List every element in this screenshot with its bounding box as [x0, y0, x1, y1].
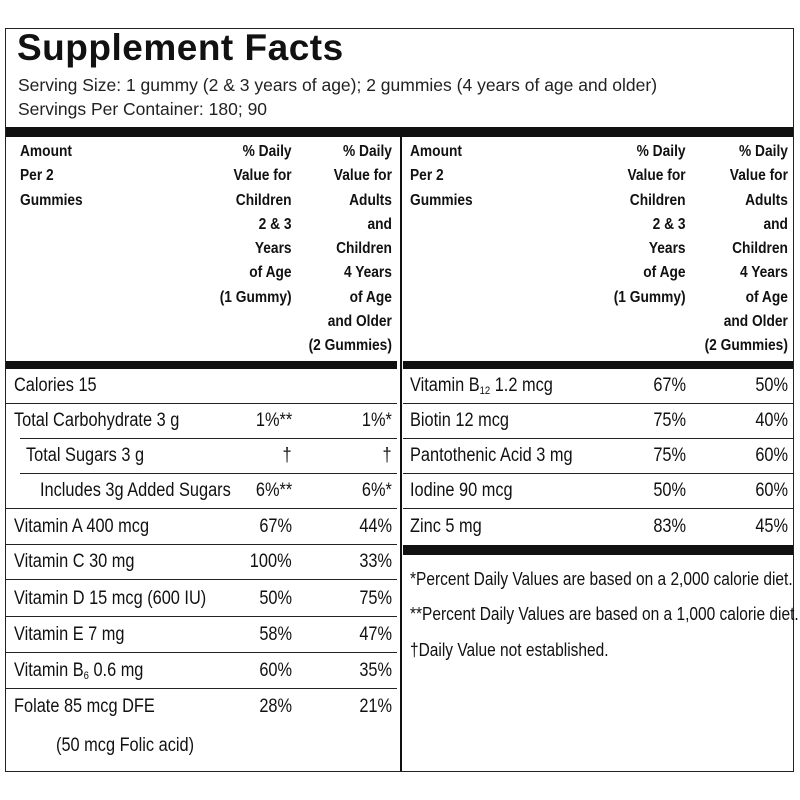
row-separator [403, 403, 793, 404]
panel-title: Supplement Facts [17, 27, 344, 68]
footnote-dagger: †Daily Value not established. [410, 640, 609, 660]
children-dv-value: 67% [653, 375, 686, 396]
header-divider-bar [6, 127, 793, 137]
footnote-child-dv: **Percent Daily Values are based on a 1,… [410, 604, 799, 624]
nutrient-name: Vitamin E 7 mg [14, 624, 125, 645]
right-table-bottom-bar [403, 545, 793, 555]
children-dv-value: 67% [259, 516, 292, 537]
children-dv-value: 83% [653, 516, 686, 537]
footnote-adult-dv: *Percent Daily Values are based on a 2,0… [410, 569, 793, 589]
children-dv-value: 1%** [255, 410, 292, 431]
right-adults-header: % Daily Value for Adults and Children 4 … [704, 143, 788, 355]
row-separator [6, 616, 397, 617]
children-dv-value: 50% [653, 480, 686, 501]
children-dv-value: 58% [259, 624, 292, 645]
nutrient-name-subscript: 12 [479, 385, 491, 397]
children-dv-value: 75% [653, 410, 686, 431]
row-separator [6, 508, 397, 509]
row-separator [403, 438, 793, 439]
adults-dv-value: 50% [755, 375, 788, 396]
adults-dv-value: † [382, 445, 392, 466]
nutrient-name: Biotin 12 mcg [410, 410, 510, 431]
row-separator [20, 473, 397, 474]
nutrient-name: Total Sugars 3 g [26, 445, 145, 466]
nutrient-name: Folate 85 mcg DFE [14, 696, 155, 717]
adults-dv-value: 60% [755, 480, 788, 501]
right-header-bottom-bar [403, 361, 793, 369]
row-separator [6, 403, 397, 404]
left-adults-header: % Daily Value for Adults and Children 4 … [308, 143, 392, 355]
nutrient-name: Vitamin B12 1.2 mcg [410, 369, 553, 408]
nutrient-name: Zinc 5 mg [410, 516, 482, 537]
children-dv-value: 60% [259, 660, 292, 681]
row-separator [20, 438, 397, 439]
children-dv-value: 100% [250, 551, 292, 572]
nutrient-name-part: 0.6 mg [88, 660, 144, 681]
adults-dv-value: 21% [359, 696, 392, 717]
nutrient-name: Total Carbohydrate 3 g [14, 410, 180, 431]
nutrient-name: Includes 3g Added Sugars [40, 480, 231, 501]
nutrient-name: Iodine 90 mcg [410, 480, 513, 501]
row-separator [403, 508, 793, 509]
row-separator [6, 652, 397, 653]
row-separator [6, 579, 397, 580]
children-dv-value: 75% [653, 445, 686, 466]
adults-dv-value: 35% [359, 660, 392, 681]
nutrient-name-part: Vitamin B [14, 660, 84, 681]
column-divider [400, 137, 402, 771]
nutrient-name: Vitamin A 400 mcg [14, 516, 150, 537]
nutrient-name: Pantothenic Acid 3 mg [410, 445, 573, 466]
servings-per-container: Servings Per Container: 180; 90 [18, 99, 268, 119]
serving-size: Serving Size: 1 gummy (2 & 3 years of ag… [18, 75, 658, 95]
adults-dv-value: 1%* [362, 410, 392, 431]
adults-dv-value: 45% [755, 516, 788, 537]
adults-dv-value: 60% [755, 445, 788, 466]
adults-dv-value: 47% [359, 624, 392, 645]
row-separator [403, 473, 793, 474]
adults-dv-value: 33% [359, 551, 392, 572]
nutrient-name: Vitamin D 15 mcg (600 IU) [14, 588, 207, 609]
children-dv-value: 50% [259, 588, 292, 609]
adults-dv-value: 75% [359, 588, 392, 609]
folic-acid-note: (50 mcg Folic acid) [56, 735, 195, 756]
nutrient-name-subscript: 6 [83, 670, 89, 682]
nutrient-name-part: Vitamin B [410, 375, 480, 396]
nutrient-name: Calories 15 [14, 375, 97, 396]
children-dv-value: † [282, 445, 292, 466]
left-header-bottom-bar [6, 361, 397, 369]
left-children-header: % Daily Value for Children 2 & 3 Years o… [220, 143, 292, 306]
row-separator [6, 688, 397, 689]
children-dv-value: 28% [259, 696, 292, 717]
left-amount-header: Amount Per 2 Gummies [20, 143, 83, 209]
adults-dv-value: 6%* [362, 480, 392, 501]
right-children-header: % Daily Value for Children 2 & 3 Years o… [614, 143, 686, 306]
right-amount-header: Amount Per 2 Gummies [410, 143, 473, 209]
nutrient-name: Vitamin C 30 mg [14, 551, 135, 572]
nutrient-name-part: 1.2 mcg [490, 375, 553, 396]
row-separator [6, 544, 397, 545]
adults-dv-value: 40% [755, 410, 788, 431]
children-dv-value: 6%** [255, 480, 292, 501]
supplement-facts-panel [5, 28, 794, 772]
adults-dv-value: 44% [359, 516, 392, 537]
nutrient-name: Vitamin B6 0.6 mg [14, 654, 143, 693]
